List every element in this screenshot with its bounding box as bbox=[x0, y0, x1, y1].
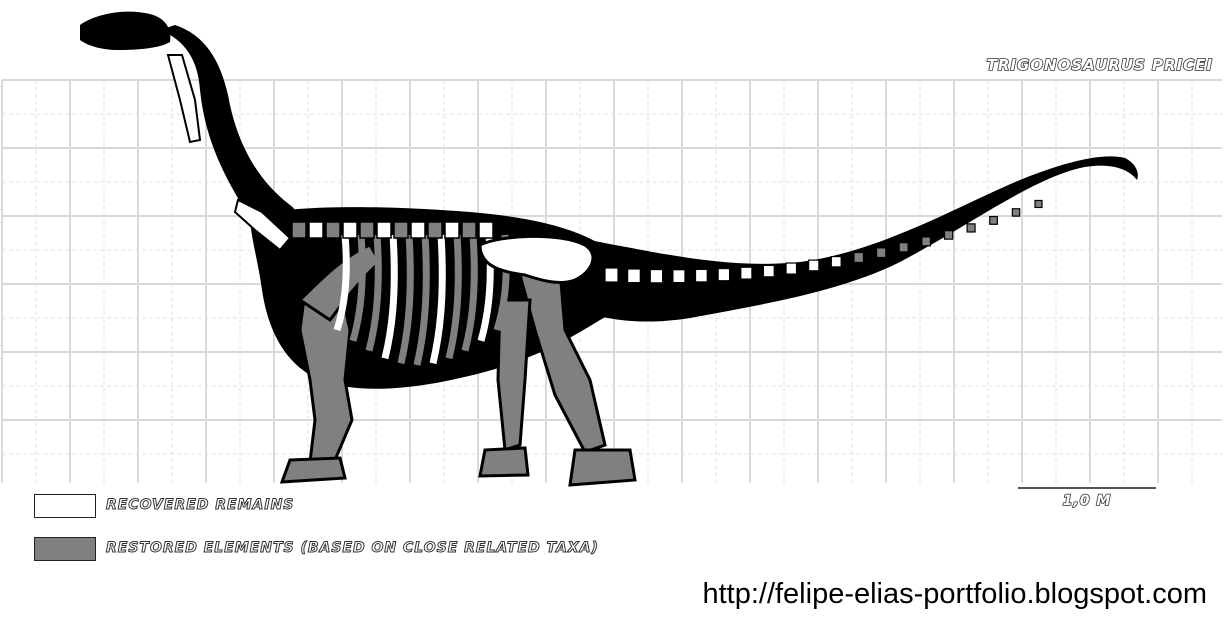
rib bbox=[445, 234, 462, 360]
recovered-remains-label: RECOVERED REMAINS bbox=[105, 497, 295, 514]
caudal-vertebra bbox=[1034, 199, 1043, 209]
rib bbox=[333, 234, 350, 332]
recovered-remains-swatch bbox=[34, 494, 96, 518]
restored-elements-label: RESTORED ELEMENTS (BASED ON CLOSE RELATE… bbox=[106, 540, 599, 557]
vertebra bbox=[444, 221, 460, 239]
caudal-vertebra bbox=[808, 259, 820, 272]
vertebra bbox=[393, 221, 409, 239]
caudal-vertebra bbox=[921, 236, 932, 247]
neck-silhouette bbox=[160, 25, 298, 235]
dorsal-vertebrae bbox=[291, 221, 494, 239]
rib bbox=[381, 234, 398, 360]
vertebra bbox=[342, 221, 358, 239]
tail-silhouette bbox=[560, 156, 1138, 322]
ribcage bbox=[333, 234, 510, 366]
caudal-vertebra bbox=[694, 268, 708, 283]
vertebra bbox=[325, 221, 341, 239]
scale-bar: 1,0 M bbox=[1018, 487, 1156, 510]
hind-foot-far bbox=[478, 446, 530, 478]
vertebra bbox=[359, 221, 375, 239]
vertebra bbox=[291, 221, 307, 239]
front-foot bbox=[279, 456, 347, 484]
caudal-vertebra bbox=[943, 230, 954, 240]
caudal-vertebra bbox=[627, 268, 641, 284]
dinosaur-skeleton bbox=[80, 11, 1138, 487]
caudal-vertebra bbox=[1011, 208, 1021, 217]
caudal-vertebra bbox=[672, 269, 686, 284]
rib bbox=[349, 234, 366, 342]
restored-elements-swatch bbox=[34, 537, 96, 561]
portfolio-url[interactable]: http://felipe-elias-portfolio.blogspot.c… bbox=[702, 578, 1207, 610]
rib bbox=[397, 234, 414, 365]
neck-vertebrae bbox=[166, 54, 202, 144]
rib bbox=[461, 234, 478, 352]
caudal-vertebra bbox=[853, 251, 865, 264]
tail-vertebrae bbox=[604, 199, 1043, 284]
caudal-vertebra bbox=[785, 262, 798, 275]
vertebra bbox=[376, 221, 392, 239]
pelvis bbox=[478, 234, 595, 284]
vertebra bbox=[478, 221, 494, 239]
rib bbox=[365, 234, 382, 352]
hind-leg-far bbox=[496, 298, 532, 453]
vertebra bbox=[308, 221, 324, 239]
vertebra bbox=[461, 221, 477, 239]
caudal-vertebra bbox=[898, 242, 909, 253]
scale-label: 1,0 M bbox=[1063, 493, 1112, 509]
caudal-vertebra bbox=[966, 223, 976, 233]
caudal-vertebra bbox=[830, 255, 842, 268]
caudal-vertebra bbox=[649, 268, 664, 284]
species-label: TRIGONOSAURUS PRICEI bbox=[987, 56, 1213, 74]
rib bbox=[413, 234, 430, 366]
hind-foot bbox=[568, 448, 637, 487]
caudal-vertebra bbox=[875, 247, 887, 259]
vertebra bbox=[427, 221, 443, 239]
hind-leg bbox=[518, 268, 607, 454]
caudal-vertebra bbox=[740, 266, 753, 280]
vertebra bbox=[410, 221, 426, 239]
caudal-vertebra bbox=[717, 267, 731, 282]
head-silhouette bbox=[80, 11, 171, 51]
caudal-vertebra bbox=[989, 215, 998, 225]
caudal-vertebra bbox=[762, 264, 775, 278]
cervical-vertebrae-lower bbox=[233, 198, 292, 252]
caudal-vertebra bbox=[604, 267, 619, 283]
rib bbox=[429, 234, 446, 365]
